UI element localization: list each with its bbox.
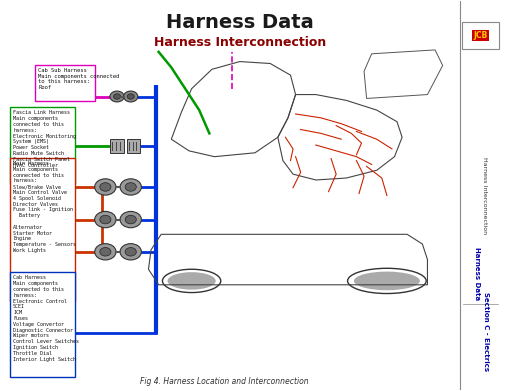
- Circle shape: [125, 215, 136, 224]
- Circle shape: [125, 183, 136, 191]
- Text: Cab Sub Harness
Main components connected
to this harness:
Roof: Cab Sub Harness Main components connecte…: [38, 68, 120, 90]
- Circle shape: [100, 248, 111, 256]
- Text: Fig 4. Harness Location and Interconnection: Fig 4. Harness Location and Interconnect…: [140, 377, 308, 386]
- Text: Cab Harness
Main components
connected to this
harness:
Electronic Control
SCEI
I: Cab Harness Main components connected to…: [13, 276, 79, 362]
- FancyBboxPatch shape: [126, 139, 140, 153]
- Text: Main Harness
Main components
connected to this
harness:
Slew/Brake Valve
Main Co: Main Harness Main components connected t…: [13, 161, 76, 253]
- Circle shape: [120, 212, 141, 228]
- FancyBboxPatch shape: [10, 273, 75, 377]
- Text: Harness Data: Harness Data: [165, 13, 313, 32]
- Circle shape: [110, 91, 124, 102]
- Circle shape: [100, 215, 111, 224]
- Ellipse shape: [167, 272, 215, 290]
- Ellipse shape: [353, 272, 419, 290]
- FancyBboxPatch shape: [35, 65, 95, 101]
- FancyBboxPatch shape: [10, 108, 75, 183]
- Text: Fascia Link Harness
Main components
connected to this
harness:
Electronic Monito: Fascia Link Harness Main components conn…: [13, 111, 76, 168]
- Text: Section C - Electrics: Section C - Electrics: [482, 292, 488, 371]
- FancyBboxPatch shape: [10, 158, 75, 301]
- Circle shape: [123, 91, 137, 102]
- Circle shape: [120, 179, 141, 195]
- Text: Harness Data: Harness Data: [473, 247, 479, 300]
- Circle shape: [95, 212, 116, 228]
- Circle shape: [127, 94, 134, 99]
- Circle shape: [120, 244, 141, 260]
- Text: Harness Interconnection: Harness Interconnection: [482, 157, 486, 234]
- Text: JCB: JCB: [473, 31, 487, 40]
- Circle shape: [125, 248, 136, 256]
- Circle shape: [95, 244, 116, 260]
- FancyBboxPatch shape: [110, 139, 123, 153]
- FancyBboxPatch shape: [461, 22, 498, 49]
- Text: Harness Interconnection: Harness Interconnection: [153, 36, 325, 48]
- Circle shape: [100, 183, 111, 191]
- Circle shape: [95, 179, 116, 195]
- Circle shape: [114, 94, 120, 99]
